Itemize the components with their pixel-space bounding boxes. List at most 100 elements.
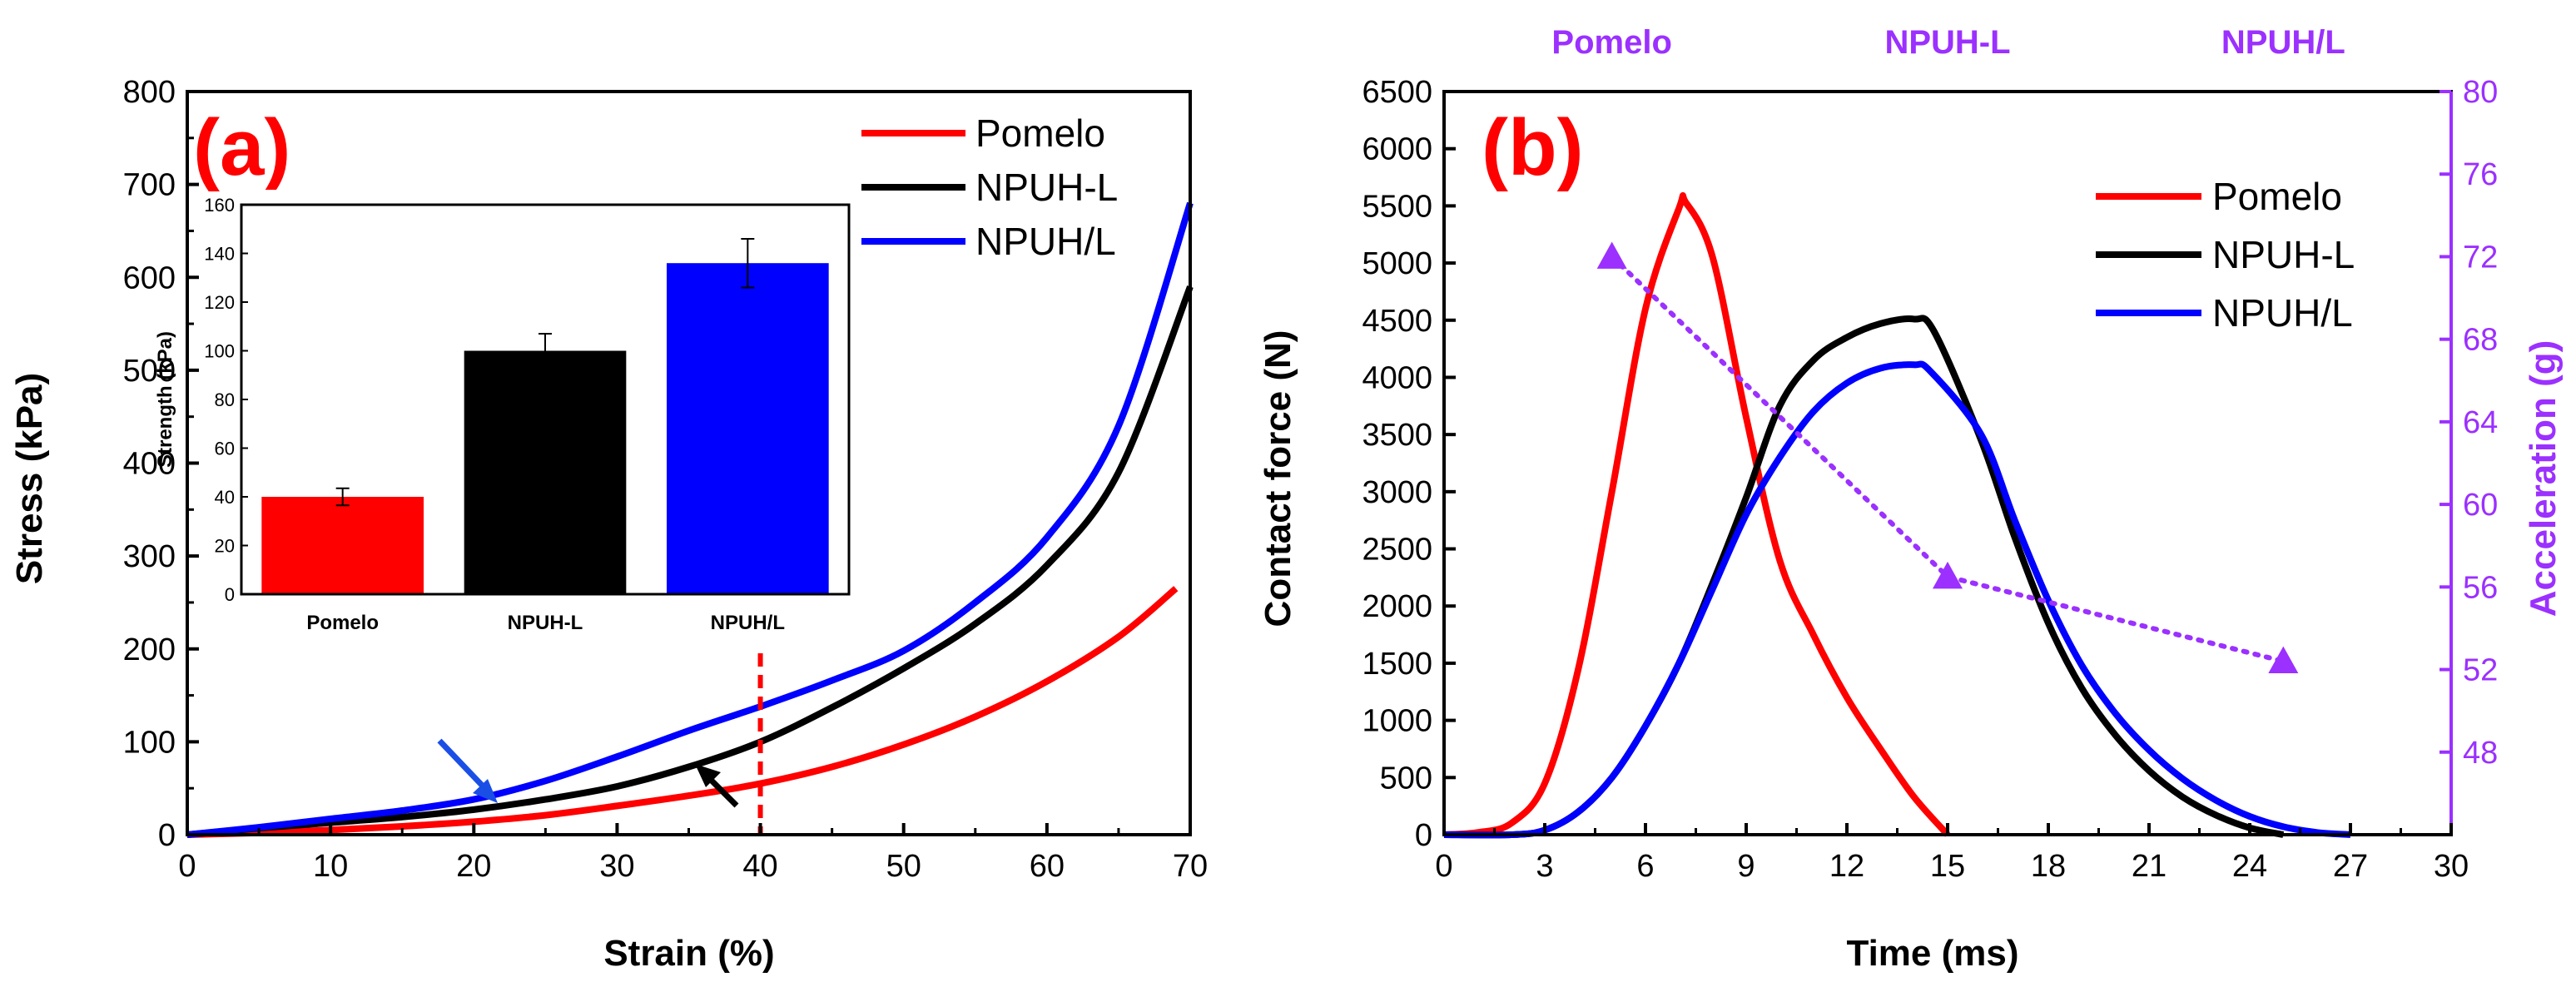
panel-b-y2-tick-label: 80 [2463,75,2498,110]
panel-b-chart: 0 3 6 9 12 15 18 21 24 27 30 0 500 1000 1500 2000 2500 3… [1258,24,2564,974]
panel-a-x-tick-label: 70 [1173,849,1208,884]
panel-b-y-axis-title: Contact force (N) [1258,330,1298,627]
panel-a-arrows [437,738,739,808]
panel-a-y-axis-title: Stress (kPa) [9,373,50,584]
panel-b-y-tick-label: 4500 [1362,304,1432,339]
panel-b-y2-axis-title: Acceleration (g) [2523,340,2564,617]
panel-b-y2-tick-label: 72 [2463,240,2498,275]
panel-b-y2-tick-label: 48 [2463,736,2498,771]
panel-b-y2-tick-label: 52 [2463,653,2498,688]
panel-b-y2-tick-label: 60 [2463,488,2498,523]
panel-b-x-ticks: 0 3 6 9 12 15 18 21 24 27 30 [1435,823,2469,884]
panel-b-y2-tick-label: 68 [2463,323,2498,358]
panel-b-legend-label: NPUH-L [2212,233,2355,276]
panel-b-y-tick-label: 1000 [1362,704,1432,739]
panel-a-series-group [186,201,1194,838]
panel-a-y-tick-label: 600 [123,260,176,295]
panel-b-y-tick-label: 0 [1415,818,1432,853]
panel-a-y-tick-label: 100 [123,725,176,760]
panel-b-x-tick-label: 21 [2132,849,2167,884]
panel-a-y-tick-label: 0 [158,818,176,853]
panel-b-x-tick-label: 27 [2333,849,2368,884]
panel-a-series-line-0 [186,586,1179,838]
panel-b-y-tick-label: 6500 [1362,75,1432,110]
panel-b-y-tick-label: 5000 [1362,246,1432,281]
panel-a-y-tick-label: 200 [123,632,176,667]
panel-a-x-tick-label: 40 [742,849,777,884]
panel-b-y-tick-label: 500 [1380,761,1432,796]
panel-a-y-tick-label: 700 [123,168,176,203]
inset-bar [261,497,424,594]
panel-b-y2-ticks: 48 52 56 60 64 68 72 76 80 [2440,75,2498,771]
panel-a-series-line-2 [186,201,1194,838]
inset-category-label: NPUH-L [508,612,583,634]
panel-b-legend: Pomelo NPUH-L NPUH/L [2096,175,2355,335]
panel-b-x-tick-label: 12 [1829,849,1864,884]
panel-b-x-tick-label: 6 [1636,849,1654,884]
panel-b-x-axis-title: Time (ms) [1846,933,2018,974]
acceleration-triangle-marker [1933,561,1963,589]
inset-category-label: Pomelo [306,612,379,634]
panel-b-y-tick-label: 1500 [1362,647,1432,682]
panel-a-y-tick-label: 500 [123,354,176,389]
panel-b-legend-label: Pomelo [2212,175,2342,218]
panel-b-y-tick-label: 5500 [1362,189,1432,224]
inset-y-tick-label: 120 [204,292,235,313]
inset-bars [261,237,829,594]
panel-b-y-tick-label: 2000 [1362,589,1432,624]
panel-b-x-tick-label: 18 [2031,849,2066,884]
panel-b-acceleration-series [1596,241,2299,674]
panel-a-chart: 0 10 20 30 40 50 60 70 010020030040050060070080… [9,75,1208,974]
inset-y-tick-label: 60 [215,439,235,459]
panel-a-x-tick-label: 0 [178,849,196,884]
panel-b-x-tick-label: 3 [1536,849,1553,884]
panel-b-y2-tick-label: 56 [2463,570,2498,605]
panel-a-x-tick-label: 30 [599,849,634,884]
panel-b-top-category-labels: Pomelo NPUH-L NPUH/L [1551,24,2345,61]
panel-b-y-tick-label: 6000 [1362,132,1432,167]
panel-b-legend-label: NPUH/L [2212,291,2353,335]
panel-a-x-tick-label: 60 [1030,849,1065,884]
panel-b-series-line-2 [1443,360,2351,839]
panel-b-series-line-0 [1443,192,1951,838]
panel-b-y2-tick-label: 76 [2463,157,2498,192]
panel-b-x-tick-label: 30 [2434,849,2469,884]
black-arrow-head [695,764,721,787]
panel-a-x-tick-label: 10 [313,849,348,884]
panel-a-y-tick-label: 400 [123,447,176,482]
panel-b-series-group [1443,192,2351,839]
panel-a-x-tick-label: 50 [886,849,921,884]
inset-y-ticks: 0 20 40 60 80 100 120 140 160 [204,195,248,605]
panel-b-y-tick-label: 2500 [1362,533,1432,568]
inset-y-tick-label: 40 [215,487,235,508]
panel-b-top-label: Pomelo [1551,24,1671,61]
panel-b-x-tick-label: 15 [1930,849,1965,884]
acceleration-triangle-marker [1596,241,1627,269]
inset-bar [667,263,829,594]
inset-y-tick-label: 140 [204,244,235,265]
inset-y-tick-label: 160 [204,195,235,216]
panel-a-legend-label: NPUH-L [975,166,1118,209]
panel-a-x-ticks: 0 10 20 30 40 50 60 70 [178,823,1208,884]
inset-bar [464,350,627,594]
panel-a-y-tick-label: 800 [123,75,176,110]
inset-y-tick-label: 20 [215,536,235,557]
panel-b-x-tick-label: 9 [1737,849,1755,884]
panel-a-x-axis-title: Strain (%) [603,933,774,974]
panel-b-top-label: NPUH/L [2221,24,2345,61]
panel-b-y-tick-label: 4000 [1362,360,1432,395]
panel-a-label: (a) [193,103,290,192]
blue-arrow-head [473,779,498,803]
inset-categories: Pomelo NPUH-L NPUH/L [306,612,785,634]
panel-b-y-ticks: 0 500 1000 1500 2000 2500 3000 3500 4000 4500 5000… [1362,75,1456,853]
acceleration-dotted-line [1609,254,2286,664]
panel-b-y-tick-label: 3500 [1362,418,1432,453]
panel-b-top-label: NPUH-L [1884,24,2010,61]
panel-a-inset-bar-chart: 0 20 40 60 80 100 120 140 160 Pomelo NPUH-L NPUH/L… [154,190,851,634]
acceleration-triangle-marker [2268,646,2299,674]
panel-a-y-ticks: 0 100 200 300 400 500 600 700 800 [123,75,199,853]
inset-y-axis-title: Strength (kPa) [154,331,176,468]
panel-a-legend-label: Pomelo [975,112,1105,155]
panel-a-legend-label: NPUH/L [975,220,1116,263]
panel-b-x-tick-label: 24 [2232,849,2267,884]
